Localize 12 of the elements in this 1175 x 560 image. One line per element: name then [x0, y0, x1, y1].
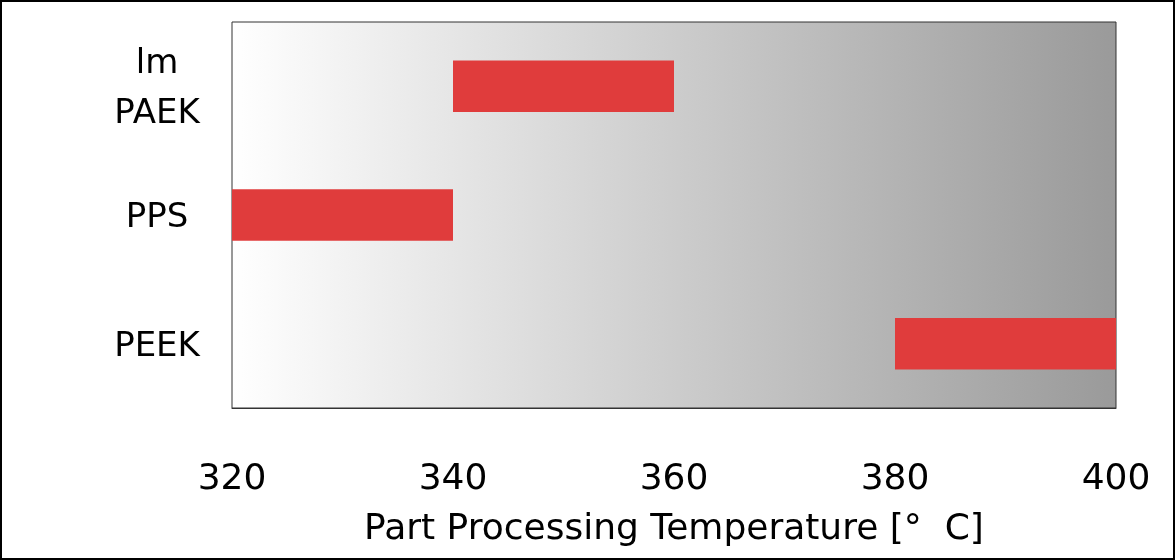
x-tick-label: 400	[1081, 455, 1151, 497]
bar	[895, 317, 1116, 370]
x-tick-label: 320	[197, 455, 267, 497]
x-tick-label: 360	[639, 455, 709, 497]
y-tick-label: PPS	[125, 195, 189, 235]
x-axis-title: Part Processing Temperature [° C]	[364, 505, 984, 547]
bar	[453, 60, 674, 113]
x-tick-label: 380	[860, 455, 930, 497]
bar	[232, 189, 453, 241]
y-tick-label: lm PAEK	[114, 41, 202, 132]
x-tick-label: 340	[418, 455, 488, 497]
y-tick-label: PEEK	[114, 323, 202, 364]
